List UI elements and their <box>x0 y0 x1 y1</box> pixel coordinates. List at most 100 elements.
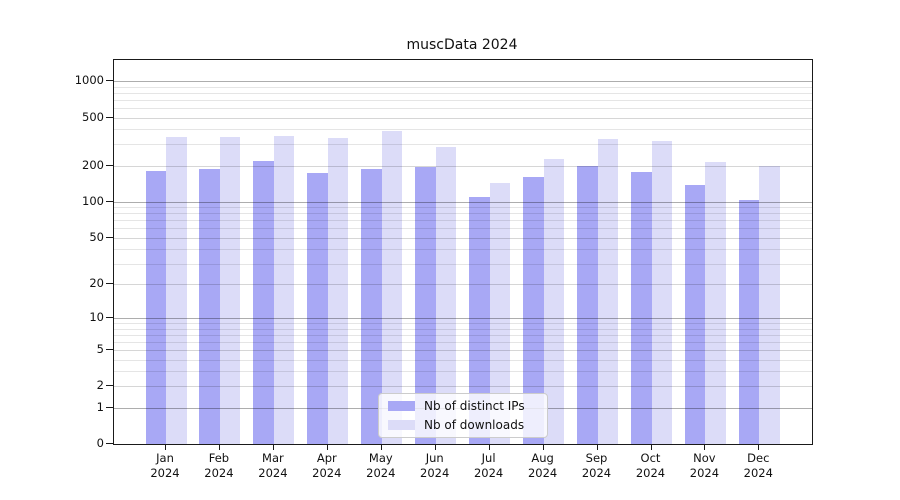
x-tick-jan <box>165 444 166 450</box>
bar-downloads-jan <box>166 136 187 444</box>
y-tick-label-200: 200 <box>82 157 104 172</box>
x-tick-year: 2024 <box>366 466 396 480</box>
x-tick-year: 2024 <box>258 466 288 480</box>
bar-distinct-ips-apr <box>307 173 328 444</box>
bar-downloads-feb <box>219 137 241 444</box>
bar-distinct-ips-jul <box>469 197 490 444</box>
bar-distinct-ips-feb <box>199 168 220 444</box>
y-tick-label-50: 50 <box>89 229 104 244</box>
x-tick-label-sep: Sep 2024 <box>565 451 629 481</box>
x-tick-month: Apr <box>316 451 337 465</box>
x-tick-label-feb: Feb 2024 <box>187 451 251 481</box>
legend-swatch-downloads <box>388 419 415 430</box>
legend-swatch-distinct-ips <box>388 401 415 412</box>
y-tick-1000 <box>106 80 113 82</box>
x-tick-year: 2024 <box>581 466 612 480</box>
y-tick-label-100: 100 <box>82 193 104 208</box>
bar-downloads-jul <box>489 183 511 444</box>
x-tick-month: Nov <box>693 451 716 465</box>
x-tick-label-may: May 2024 <box>349 451 413 481</box>
y-tick-label-1: 1 <box>96 399 104 414</box>
x-tick-dec <box>758 444 760 450</box>
y-tick-200 <box>106 164 113 166</box>
x-tick-nov <box>704 444 706 450</box>
y-tick-20 <box>106 283 113 285</box>
x-tick-sep <box>596 444 598 450</box>
plot-area: Nb of distinct IPs Nb of downloads <box>113 59 813 445</box>
x-tick-month: Mar <box>262 451 284 465</box>
x-tick-year: 2024 <box>743 466 773 480</box>
x-tick-month: Oct <box>640 451 661 465</box>
bar-distinct-ips-oct <box>631 172 652 444</box>
bar-downloads-oct <box>651 140 672 444</box>
bar-downloads-sep <box>597 139 618 444</box>
x-tick-mar <box>272 444 274 450</box>
x-tick-label-apr: Apr 2024 <box>295 451 359 481</box>
x-tick-year: 2024 <box>473 466 504 480</box>
bar-distinct-ips-mar <box>253 160 274 444</box>
x-tick-month: Dec <box>747 451 770 465</box>
y-tick-label-20: 20 <box>89 276 104 291</box>
bar-downloads-dec <box>759 165 780 444</box>
legend-label-distinct-ips: Nb of distinct IPs <box>424 399 525 414</box>
x-tick-label-jul: Jul 2024 <box>457 451 521 481</box>
y-tick-50 <box>106 236 113 238</box>
bar-downloads-aug <box>543 158 565 444</box>
legend-entry-downloads: Nb of downloads <box>388 418 547 432</box>
legend-entry-distinct-ips: Nb of distinct IPs <box>388 399 547 413</box>
legend-label-downloads: Nb of downloads <box>424 417 525 432</box>
x-tick-may <box>380 444 382 450</box>
bar-downloads-may <box>381 130 403 444</box>
x-tick-year: 2024 <box>420 466 450 480</box>
x-tick-month: May <box>368 451 393 465</box>
bar-distinct-ips-dec <box>738 200 760 444</box>
y-tick-100 <box>106 200 113 202</box>
x-tick-month: Sep <box>585 451 608 465</box>
x-tick-label-jun: Jun 2024 <box>403 451 467 481</box>
legend: Nb of distinct IPs Nb of downloads <box>378 393 548 438</box>
x-tick-year: 2024 <box>150 466 180 480</box>
x-tick-feb <box>218 444 220 450</box>
x-tick-label-nov: Nov 2024 <box>672 451 736 481</box>
x-tick-year: 2024 <box>312 466 342 480</box>
bar-distinct-ips-may <box>361 169 382 444</box>
chart-title: muscData 2024 <box>406 37 518 53</box>
y-tick-label-0: 0 <box>96 436 104 450</box>
bar-downloads-apr <box>327 137 349 444</box>
bar-downloads-mar <box>273 136 295 444</box>
y-tick-5 <box>106 348 113 350</box>
x-tick-year: 2024 <box>635 466 666 480</box>
y-tick-2 <box>106 385 113 387</box>
x-tick-label-aug: Aug 2024 <box>511 451 575 481</box>
bar-downloads-jun <box>435 147 457 444</box>
bars-layer <box>114 60 812 444</box>
y-tick-0 <box>106 443 113 444</box>
x-tick-jul <box>488 444 490 450</box>
bar-distinct-ips-aug <box>523 176 544 444</box>
x-tick-aug <box>542 444 544 450</box>
y-tick-label-5: 5 <box>96 341 104 356</box>
bar-downloads-nov <box>705 162 726 444</box>
bar-distinct-ips-nov <box>684 185 706 444</box>
y-tick-label-2: 2 <box>96 378 104 393</box>
x-tick-year: 2024 <box>204 466 234 480</box>
y-tick-label-500: 500 <box>82 109 104 124</box>
y-tick-1 <box>106 406 113 408</box>
x-tick-label-dec: Dec 2024 <box>726 451 790 481</box>
x-tick-label-oct: Oct 2024 <box>619 451 683 481</box>
x-tick-month: Jul <box>481 451 496 465</box>
y-tick-label-10: 10 <box>89 310 104 325</box>
bar-distinct-ips-jun <box>415 167 436 444</box>
x-tick-month: Jan <box>156 451 174 465</box>
x-tick-label-jan: Jan 2024 <box>133 451 197 481</box>
x-tick-oct <box>650 444 652 450</box>
x-tick-label-mar: Mar 2024 <box>241 451 305 481</box>
x-tick-year: 2024 <box>527 466 558 480</box>
bar-distinct-ips-sep <box>577 166 598 444</box>
bar-distinct-ips-jan <box>145 171 166 444</box>
y-tick-500 <box>106 116 113 118</box>
x-tick-month: Jun <box>425 451 444 465</box>
y-tick-label-1000: 1000 <box>74 73 104 88</box>
y-tick-10 <box>106 317 113 319</box>
